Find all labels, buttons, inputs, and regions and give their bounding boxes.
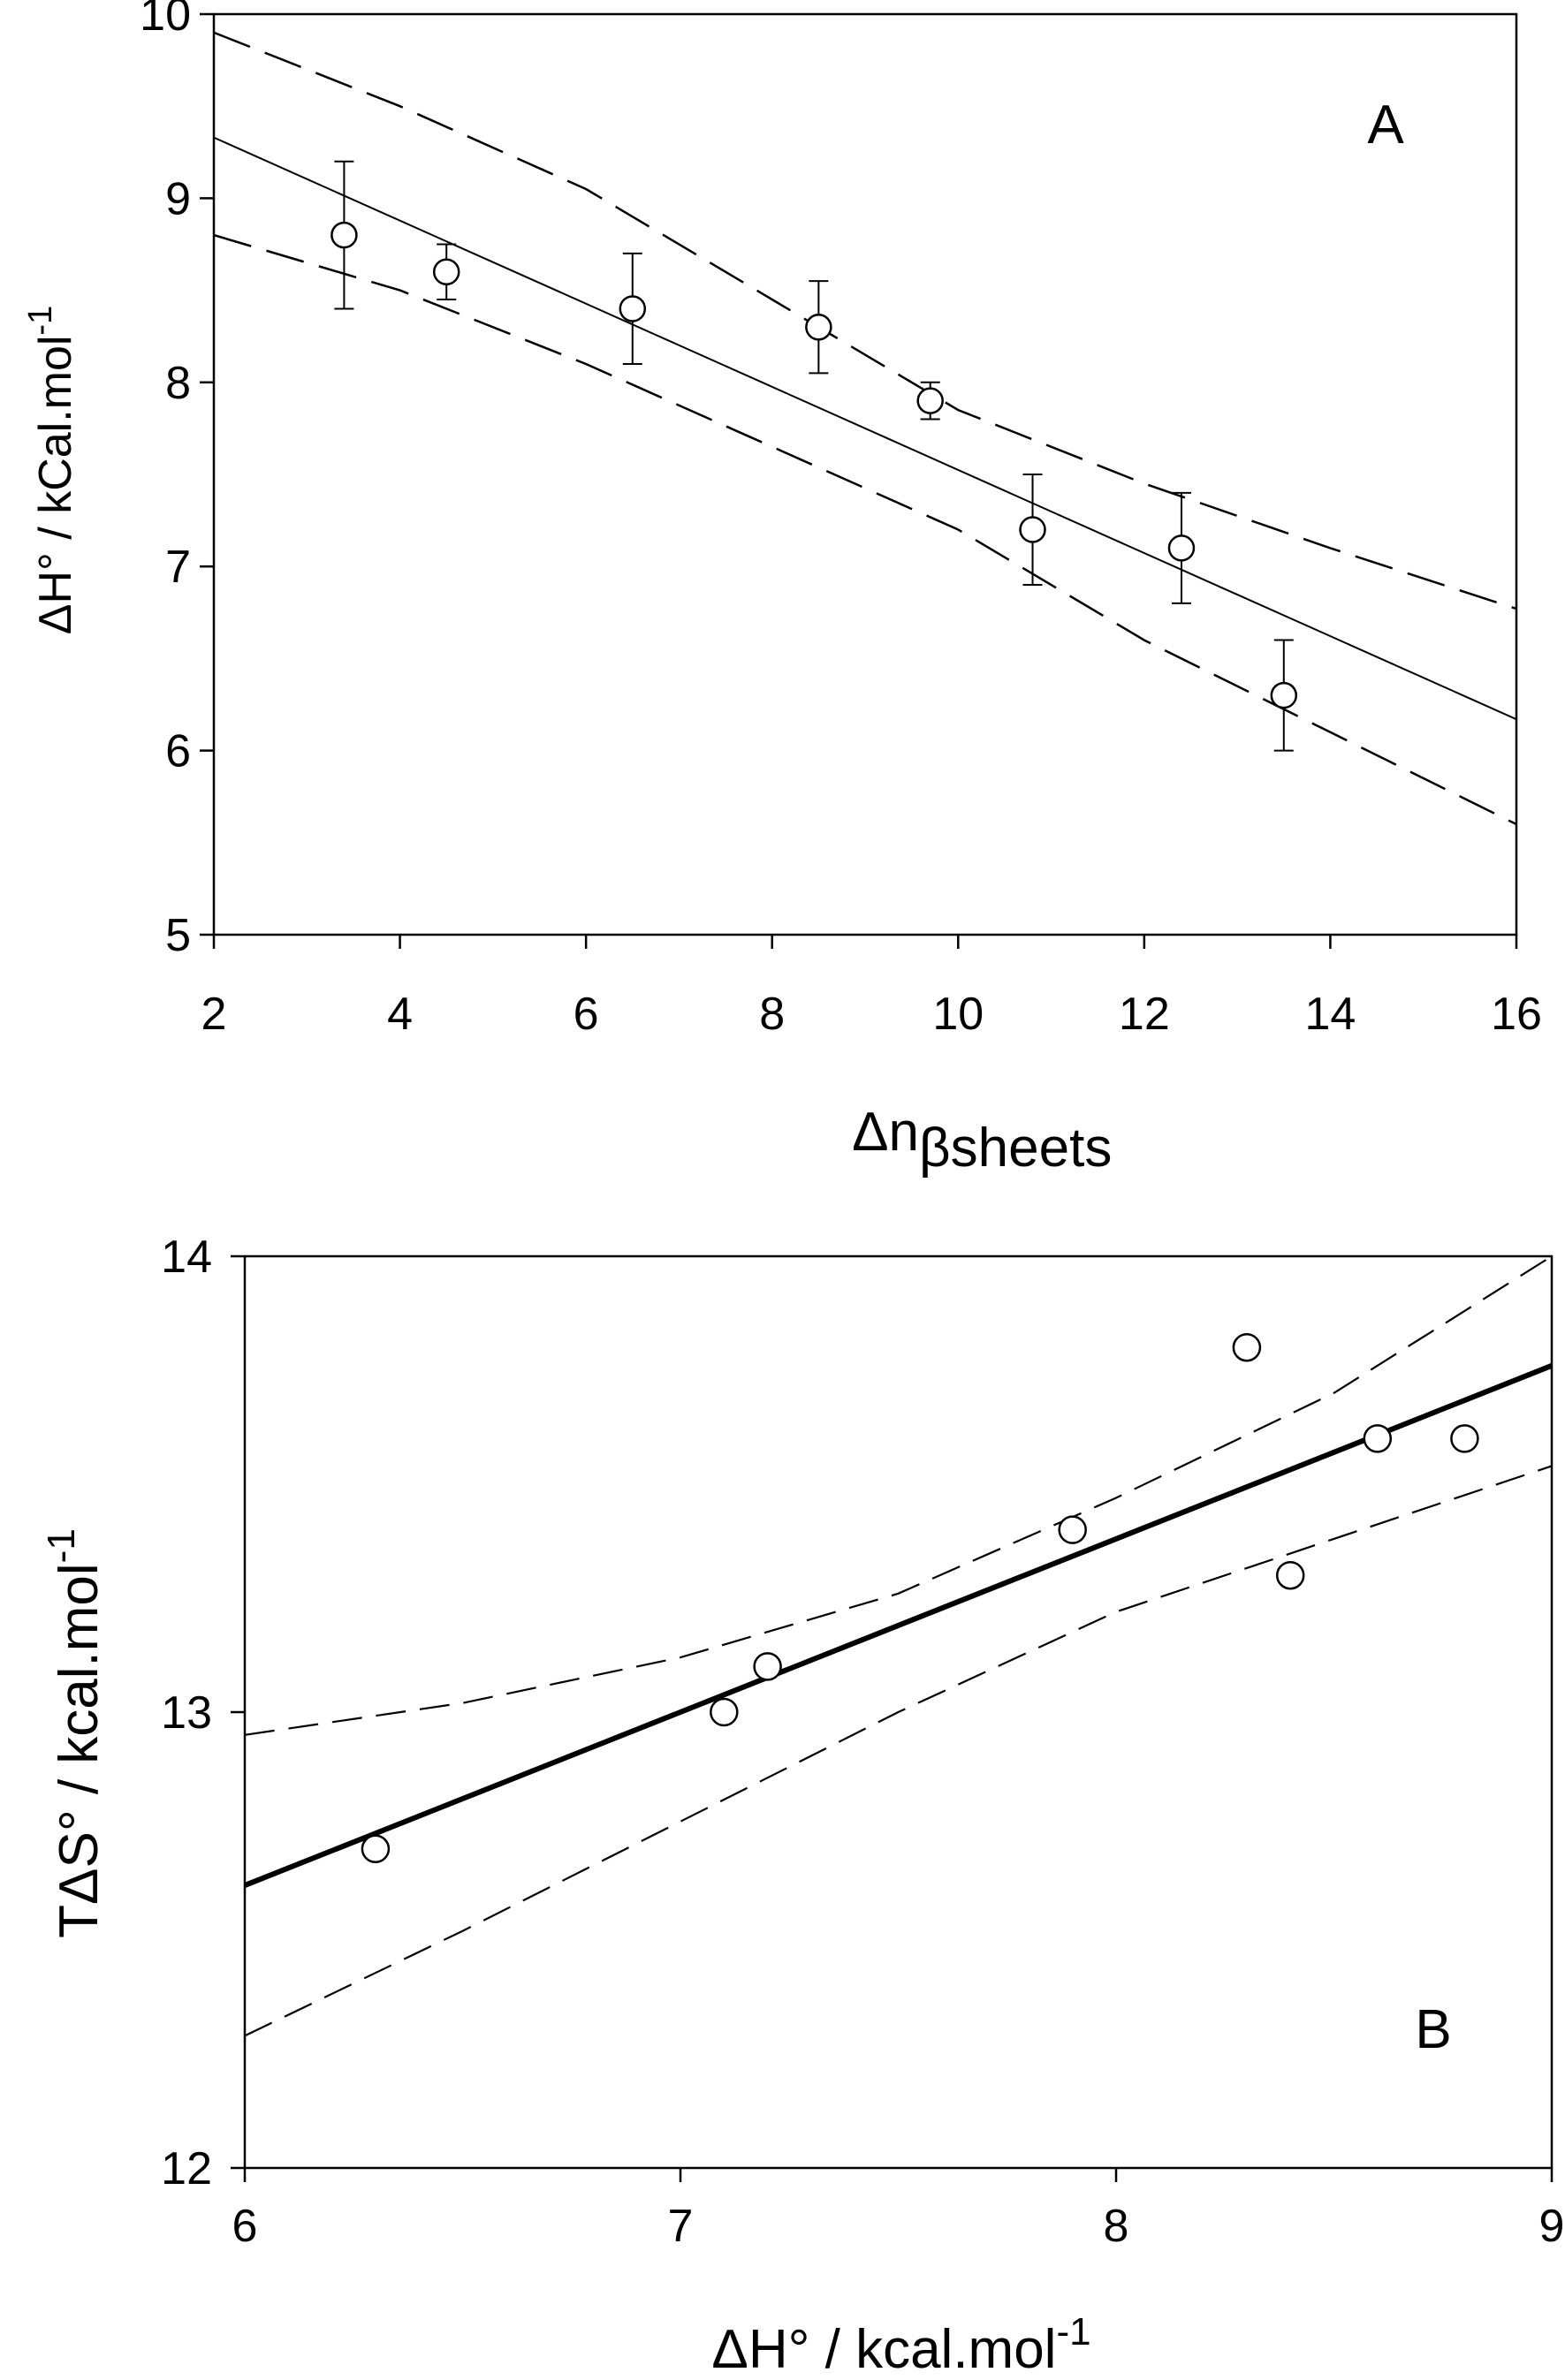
panel-a-x-axis-title-sub: βsheets bbox=[919, 1118, 1112, 1179]
panel-a-data-point-4 bbox=[916, 387, 944, 414]
panel-a-x-tick-label-6: 14 bbox=[1305, 989, 1356, 1040]
panel-b-data-point-3 bbox=[1058, 1515, 1087, 1544]
panel-a-y-axis-title: ΔH° / kCal.mol-1 bbox=[22, 306, 81, 634]
panel-b-data-point-1 bbox=[710, 1697, 739, 1727]
panel-b-y-tick-label-1: 13 bbox=[161, 1687, 212, 1739]
panel-b-x-tick-label-2: 8 bbox=[1104, 2201, 1129, 2252]
panel-b-x-tick-label-1: 7 bbox=[668, 2201, 694, 2252]
panel-a-regression-line bbox=[213, 136, 1517, 721]
panel-a-upper-confidence-band bbox=[213, 31, 1517, 610]
panel-a-x-tick-label-0: 2 bbox=[201, 989, 227, 1040]
panel-b-y-tick-label-0: 12 bbox=[161, 2143, 212, 2194]
panel-b-data-point-2 bbox=[753, 1652, 782, 1681]
panel-a-y-tick-label-0: 5 bbox=[165, 910, 191, 961]
panel-a-data-point-3 bbox=[805, 314, 832, 341]
panel-a-marks: 2 4 6 8 10 12 14 16 5 6 7 8 9 10 bbox=[140, 0, 1542, 1040]
panel-b-x-tick-label-0: 6 bbox=[232, 2201, 258, 2252]
panel-b-y-tick-label-2: 14 bbox=[161, 1232, 212, 1283]
panel-b-marks: 6 7 8 9 12 13 14 bbox=[161, 1232, 1564, 2252]
panel-a-y-tick-label-1: 6 bbox=[165, 726, 191, 777]
panel-a-letter: A bbox=[1367, 95, 1404, 155]
panel-b-data-point-6 bbox=[1363, 1424, 1393, 1453]
panel-a-plot-frame bbox=[212, 12, 1518, 936]
panel-a-data-point-6 bbox=[1167, 534, 1196, 562]
panel-a-x-tick-label-1: 4 bbox=[387, 989, 413, 1040]
panel-a-x-axis-title: Δn bbox=[852, 1102, 919, 1163]
svg-text:ΔH° / kCal.mol-1: ΔH° / kCal.mol-1 bbox=[22, 306, 81, 634]
panel-b-data-point-5 bbox=[1275, 1560, 1305, 1590]
panel-b-y-axis-title: TΔS° / kcal.mol-1 bbox=[40, 1528, 110, 1938]
panel-a-lower-confidence-band bbox=[213, 233, 1517, 826]
panel-a-x-tick-label-3: 8 bbox=[759, 989, 785, 1040]
panel-a-y-tick-label-5: 10 bbox=[140, 0, 191, 41]
panel-b-data-point-4 bbox=[1232, 1332, 1262, 1362]
panel-a-x-tick-label-5: 12 bbox=[1119, 989, 1170, 1040]
panel-b-lower-confidence-band bbox=[244, 1465, 1553, 2037]
panel-b-data-point-0 bbox=[361, 1834, 391, 1864]
panel-a-y-tick-label-3: 8 bbox=[165, 358, 191, 409]
panel-b-data-point-7 bbox=[1450, 1424, 1479, 1453]
panel-a-data-point-5 bbox=[1019, 516, 1046, 543]
panel-a-x-tick-label-7: 16 bbox=[1491, 989, 1542, 1040]
panel-b-letter: B bbox=[1415, 1999, 1451, 2060]
svg-text:TΔS° / kcal.mol-1: TΔS° / kcal.mol-1 bbox=[40, 1528, 110, 1938]
panel-b-upper-confidence-band bbox=[244, 1255, 1553, 1736]
panel-a-data-point-7 bbox=[1270, 681, 1298, 709]
panel-a: 2 4 6 8 10 12 14 16 5 6 7 8 9 10 A Δn βsheets ΔH° / k… bbox=[22, 0, 1542, 1179]
panel-a-x-tick-label-4: 10 bbox=[932, 989, 984, 1040]
panel-b: 6 7 8 9 12 13 14 B ΔH° / kcal.mol-1 TΔS° / kca… bbox=[40, 1232, 1564, 2380]
panel-a-x-tick-label-2: 6 bbox=[574, 989, 599, 1040]
panel-a-y-tick-label-2: 7 bbox=[165, 542, 191, 593]
panel-a-data-point-2 bbox=[619, 295, 647, 322]
panel-b-regression-line bbox=[243, 1363, 1554, 1888]
panel-b-x-axis-title: ΔH° / kcal.mol-1 bbox=[711, 2310, 1090, 2380]
panel-b-x-tick-label-3: 9 bbox=[1539, 2201, 1565, 2252]
panel-a-data-point-1 bbox=[432, 258, 460, 286]
panel-a-data-point-0 bbox=[330, 221, 358, 249]
panel-a-y-tick-label-4: 9 bbox=[165, 173, 191, 224]
